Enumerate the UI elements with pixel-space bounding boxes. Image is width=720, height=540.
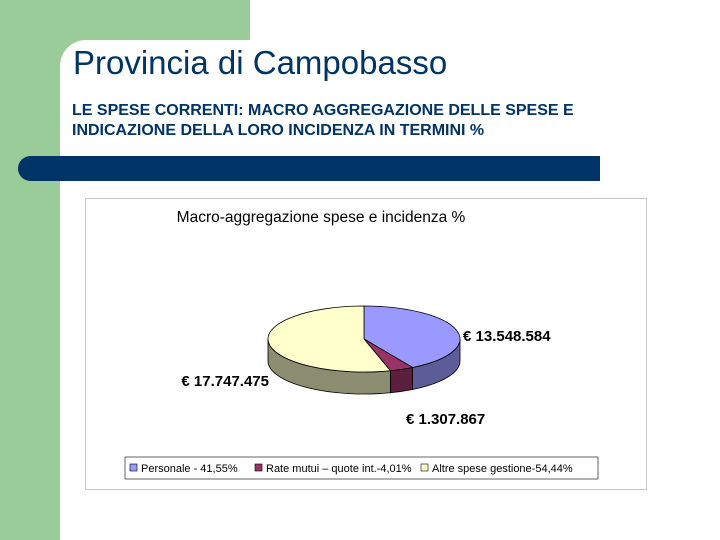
chart-title: Macro-aggregazione spese e incidenza %: [177, 209, 466, 226]
legend-swatch-0: [129, 463, 138, 472]
title-panel: [60, 40, 720, 110]
pie-labels: € 13.548.584 € 1.307.867 € 17.747.475: [181, 328, 551, 428]
pie-chart: Macro-aggregazione spese e incidenza % €…: [124, 209, 599, 480]
legend-swatch-1: [254, 463, 263, 472]
legend-label-0: Personale - 41,55%: [141, 463, 238, 475]
pie-tops: [267, 305, 461, 373]
slide-subtitle: LE SPESE CORRENTI: MACRO AGGREGAZIONE DE…: [72, 102, 574, 139]
pie-slice-0: [363, 305, 461, 368]
pie-side-1: [389, 366, 413, 394]
legend-label-2: Altre spese gestione-54,44%: [432, 463, 573, 475]
legend: Personale - 41,55% Rate mutui – quote int…: [124, 456, 599, 480]
data-label-2: € 17.747.475: [181, 373, 269, 390]
data-label-0: € 13.548.584: [463, 328, 551, 345]
legend-label-1: Rate mutui – quote int.-4,01%: [266, 463, 412, 475]
legend-swatch-2: [420, 463, 429, 472]
legend-box: [124, 456, 599, 480]
pie-slice-2: [267, 305, 392, 373]
data-label-1: € 1.307.867: [406, 411, 485, 428]
chart-frame: Macro-aggregazione spese e incidenza % €…: [85, 198, 647, 490]
decorative-bar: [18, 156, 600, 181]
slide-title: Provincia di Campobasso: [73, 44, 448, 81]
